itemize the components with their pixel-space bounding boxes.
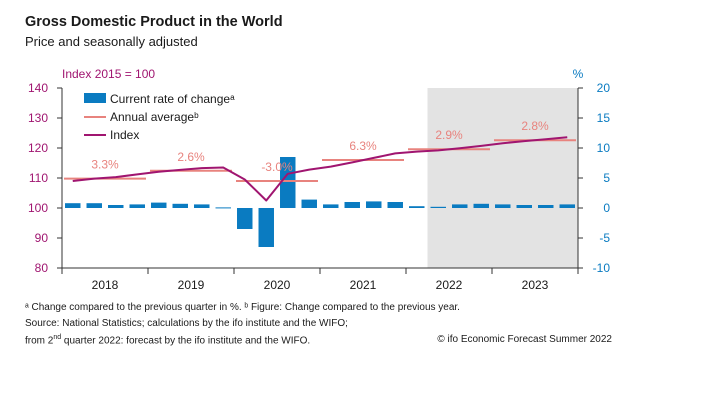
- footnote-forecast-post: quarter 2022: forecast by the ifo instit…: [61, 335, 311, 347]
- left-tick-label: 120: [28, 141, 48, 155]
- bar-2023Q2: [516, 205, 532, 208]
- bar-2020Q4: [301, 199, 317, 208]
- gdp-chart: 80 90 100 110 120 130 140 -10 -5 0 5 10 15 20 Index 20…: [28, 67, 611, 292]
- footnote-source: Source: National Statistics; calculation…: [25, 318, 348, 329]
- annual-average-label-2022: 2.9%: [435, 128, 463, 142]
- left-tick-label: 100: [28, 201, 48, 215]
- bar-2021Q1: [323, 204, 339, 208]
- x-tick-label: 2020: [264, 278, 291, 292]
- bar-2023Q1: [495, 204, 511, 208]
- bar-2018Q3: [108, 205, 124, 208]
- left-tick-label: 130: [28, 111, 48, 125]
- right-tick-label: 10: [597, 141, 611, 155]
- annual-average-label-2019: 2.6%: [177, 150, 205, 164]
- right-tick-label: 20: [597, 81, 611, 95]
- bar-2022Q4: [473, 203, 489, 208]
- bar-2022Q1: [409, 206, 425, 208]
- x-tick-label: 2022: [436, 278, 463, 292]
- bar-2019Q3: [194, 204, 210, 208]
- chart-title: Gross Domestic Product in the World: [25, 14, 283, 30]
- legend-label-bars: Current rate of changeᵃ: [110, 92, 235, 106]
- x-tick-label: 2021: [350, 278, 377, 292]
- annual-average-label-2023: 2.8%: [521, 119, 549, 133]
- bar-2018Q4: [129, 204, 145, 208]
- bar-2019Q1: [151, 202, 167, 208]
- annual-average-label-2018: 3.3%: [91, 158, 119, 172]
- copyright-note: © ifo Economic Forecast Summer 2022: [437, 334, 612, 345]
- chart-subtitle: Price and seasonally adjusted: [25, 34, 198, 49]
- bar-2020Q2: [258, 208, 274, 247]
- bar-2022Q3: [452, 204, 468, 208]
- bar-2021Q3: [366, 201, 382, 208]
- left-axis-title: Index 2015 = 100: [62, 67, 155, 81]
- index-line: [72, 136, 568, 202]
- bar-2019Q2: [172, 203, 188, 208]
- footnote-definitions: ᵃ Change compared to the previous quarte…: [25, 302, 460, 313]
- x-tick-label: 2018: [92, 278, 119, 292]
- footnote-forecast-pre: from 2: [25, 335, 54, 347]
- bar-2021Q2: [344, 202, 360, 208]
- left-tick-label: 110: [29, 171, 48, 185]
- annual-average-label-2021: 6.3%: [349, 139, 377, 153]
- legend-label-index: Index: [110, 128, 139, 142]
- right-axis-title: %: [573, 67, 584, 81]
- bar-2019Q4: [215, 207, 231, 209]
- bar-2020Q1: [237, 208, 253, 229]
- right-tick-label: -5: [599, 231, 610, 245]
- bar-2021Q4: [387, 202, 403, 208]
- x-tick-label: 2019: [178, 278, 205, 292]
- right-tick-label: -10: [593, 261, 611, 275]
- bar-2022Q2: [430, 206, 446, 208]
- bar-2020Q3: [280, 157, 296, 208]
- forecast-shade: [427, 88, 578, 268]
- left-tick-label: 90: [35, 231, 49, 245]
- bar-2018Q1: [65, 203, 81, 208]
- annual-average-label-2020: -3.0%: [261, 160, 293, 174]
- footnote-forecast-sup: nd: [53, 334, 62, 341]
- right-tick-label: 5: [603, 171, 610, 185]
- right-tick-label: 0: [603, 201, 610, 215]
- right-tick-label: 15: [597, 111, 611, 125]
- footnote-forecast: from 2nd quarter 2022: forecast by the i…: [25, 334, 310, 346]
- bar-2018Q2: [86, 203, 102, 208]
- bar-2023Q4: [559, 204, 575, 208]
- left-tick-label: 140: [28, 81, 48, 95]
- left-tick-label: 80: [35, 261, 49, 275]
- legend-label-avg: Annual averageᵇ: [110, 110, 199, 124]
- bar-2023Q3: [538, 205, 554, 208]
- legend-swatch-bars: [84, 93, 106, 103]
- x-tick-label: 2023: [522, 278, 549, 292]
